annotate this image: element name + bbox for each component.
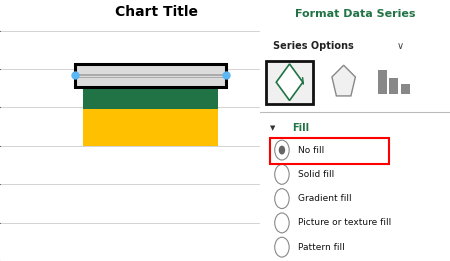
Text: Chart Title: Chart Title [115, 5, 198, 19]
Text: Picture or texture fill: Picture or texture fill [298, 218, 392, 227]
Circle shape [274, 140, 289, 160]
Text: No fill: No fill [298, 146, 324, 155]
FancyBboxPatch shape [266, 61, 313, 104]
Text: Fill: Fill [292, 123, 310, 133]
Bar [83, 109, 219, 146]
Circle shape [279, 146, 285, 155]
Bar [83, 86, 219, 109]
Circle shape [274, 213, 289, 233]
Bar [76, 64, 226, 87]
Circle shape [274, 164, 289, 184]
Circle shape [274, 237, 289, 257]
Text: Pattern fill: Pattern fill [298, 243, 345, 252]
Text: Gradient fill: Gradient fill [298, 194, 352, 203]
Bar [378, 70, 387, 94]
Bar [400, 84, 410, 94]
Circle shape [274, 189, 289, 209]
Polygon shape [332, 65, 356, 96]
Text: Series Options: Series Options [274, 41, 354, 51]
Text: Format Data Series: Format Data Series [295, 9, 415, 19]
Bar [389, 78, 398, 94]
Text: Solid fill: Solid fill [298, 170, 334, 179]
Text: ▼: ▼ [270, 125, 275, 131]
Text: ∨: ∨ [397, 41, 404, 51]
Polygon shape [276, 64, 303, 100]
